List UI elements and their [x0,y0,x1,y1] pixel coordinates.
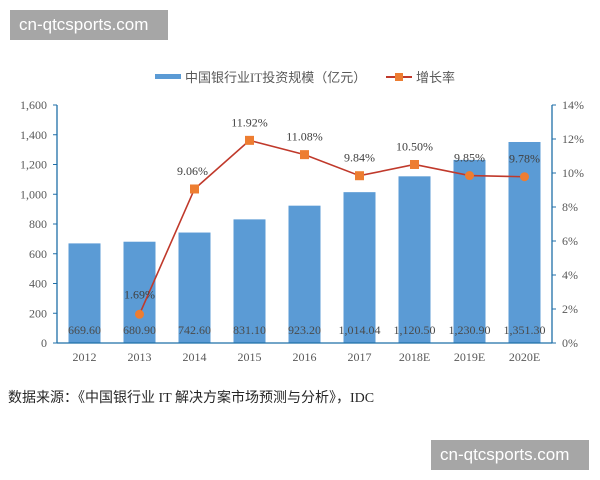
watermark-top: cn-qtcsports.com [10,10,168,40]
legend: 中国银行业IT投资规模（亿元） 增长率 [155,70,455,85]
bar-value-label: 1,014.04 [339,323,381,337]
bar-2017 [343,192,376,343]
growth-marker [245,135,254,145]
bar-value-label: 1,120.50 [394,323,436,337]
right-tick-label: 0% [562,336,578,350]
left-tick-label: 400 [29,277,47,291]
bar-2016 [288,205,321,343]
bar-value-label: 1,351.30 [504,323,546,337]
bar-2015 [233,219,266,343]
legend-line-label: 增长率 [416,70,455,85]
x-tick-label: 2012 [73,350,97,364]
left-tick-label: 1,400 [20,128,47,142]
growth-label: 9.06% [177,164,208,178]
left-tick-label: 800 [29,217,47,231]
growth-label: 11.92% [231,115,268,129]
left-tick-label: 1,600 [20,98,47,112]
bar-value-label: 742.60 [178,323,211,337]
left-tick-label: 1,000 [20,187,47,201]
bar-2012 [68,243,101,343]
bar-value-label: 1,230.90 [449,323,491,337]
bar-value-label: 669.60 [68,323,101,337]
bar-value-label: 680.90 [123,323,156,337]
growth-label: 1.69% [124,287,155,301]
bar-2014 [178,232,211,343]
growth-label: 9.84% [344,151,375,165]
x-tick-label: 2015 [238,350,262,364]
left-tick-label: 1,200 [20,158,47,172]
right-tick-label: 8% [562,200,578,214]
x-tick-label: 2018E [399,350,430,364]
right-tick-label: 10% [562,166,584,180]
growth-marker [135,309,144,319]
left-tick-label: 0 [41,336,47,350]
x-tick-label: 2014 [183,350,207,364]
left-tick-label: 200 [29,306,47,320]
bar-2020E [508,141,541,343]
right-tick-label: 2% [562,302,578,316]
growth-marker [520,172,529,182]
bar-value-label: 831.10 [233,323,266,337]
source-note: 数据来源：《中国银行业 IT 解决方案市场预测与分析》，IDC [8,391,375,406]
chart: 中国银行业IT投资规模（亿元） 增长率 669.60 2012 680.90 2013… [20,70,584,364]
legend-bar-label: 中国银行业IT投资规模（亿元） [185,70,366,85]
bar-2018E [398,176,431,343]
growth-label: 9.85% [454,151,485,165]
right-tick-label: 14% [562,98,584,112]
x-tick-label: 2020E [509,350,540,364]
legend-bar-swatch [155,74,181,79]
bar-value-label: 923.20 [288,323,321,337]
right-tick-label: 12% [562,132,584,146]
x-tick-label: 2017 [348,350,372,364]
plot-area: 669.60 2012 680.90 2013 742.60 2014 831.10 2015… [20,98,584,364]
left-tick-label: 600 [29,247,47,261]
right-tick-label: 6% [562,234,578,248]
growth-marker [190,184,199,194]
bar-2019E [453,159,486,343]
watermark-bottom: cn-qtcsports.com [431,440,589,470]
growth-marker [300,150,309,160]
growth-marker [410,160,419,169]
x-tick-label: 2019E [454,350,485,364]
x-tick-label: 2013 [128,350,152,364]
bar-2013 [123,241,156,343]
growth-label: 11.08% [286,130,323,144]
growth-label: 9.78% [509,152,540,166]
x-tick-label: 2016 [293,350,317,364]
right-tick-label: 4% [562,268,578,282]
growth-marker [465,171,474,181]
legend-marker-icon [395,73,403,81]
growth-marker [355,171,364,181]
growth-line [138,139,525,315]
growth-label: 10.50% [396,140,433,154]
